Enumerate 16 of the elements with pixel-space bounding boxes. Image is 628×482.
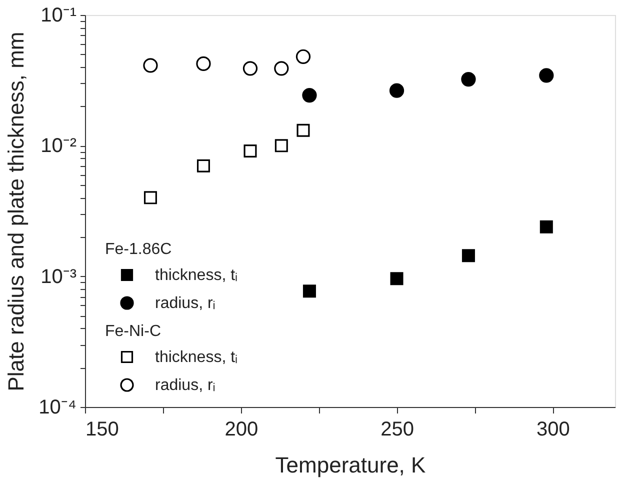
x-axis-title: Temperature, K (275, 452, 426, 478)
y-tick-label: 10⁻⁴ (38, 396, 76, 418)
legend-label: radius, rᵢ (155, 377, 216, 394)
y-axis-title: Plate radius and plate thickness, mm (4, 32, 29, 392)
legend-label: thickness, tᵢ (155, 267, 238, 284)
y-tick-label: 10⁻² (40, 135, 77, 158)
legend-label: radius, rᵢ (155, 295, 216, 312)
x-tick-label: 300 (536, 418, 570, 440)
y-tick-label: 10⁻¹ (40, 4, 77, 26)
x-tick-label: 150 (86, 418, 119, 440)
annotation: Fe-1.86C (105, 241, 172, 258)
x-tick-label: 200 (224, 418, 258, 440)
x-tick-label: 250 (380, 418, 414, 440)
legend-label: thickness, tᵢ (155, 349, 238, 366)
y-tick-label: 10⁻³ (40, 266, 77, 288)
annotation: Fe-Ni-C (105, 323, 161, 340)
